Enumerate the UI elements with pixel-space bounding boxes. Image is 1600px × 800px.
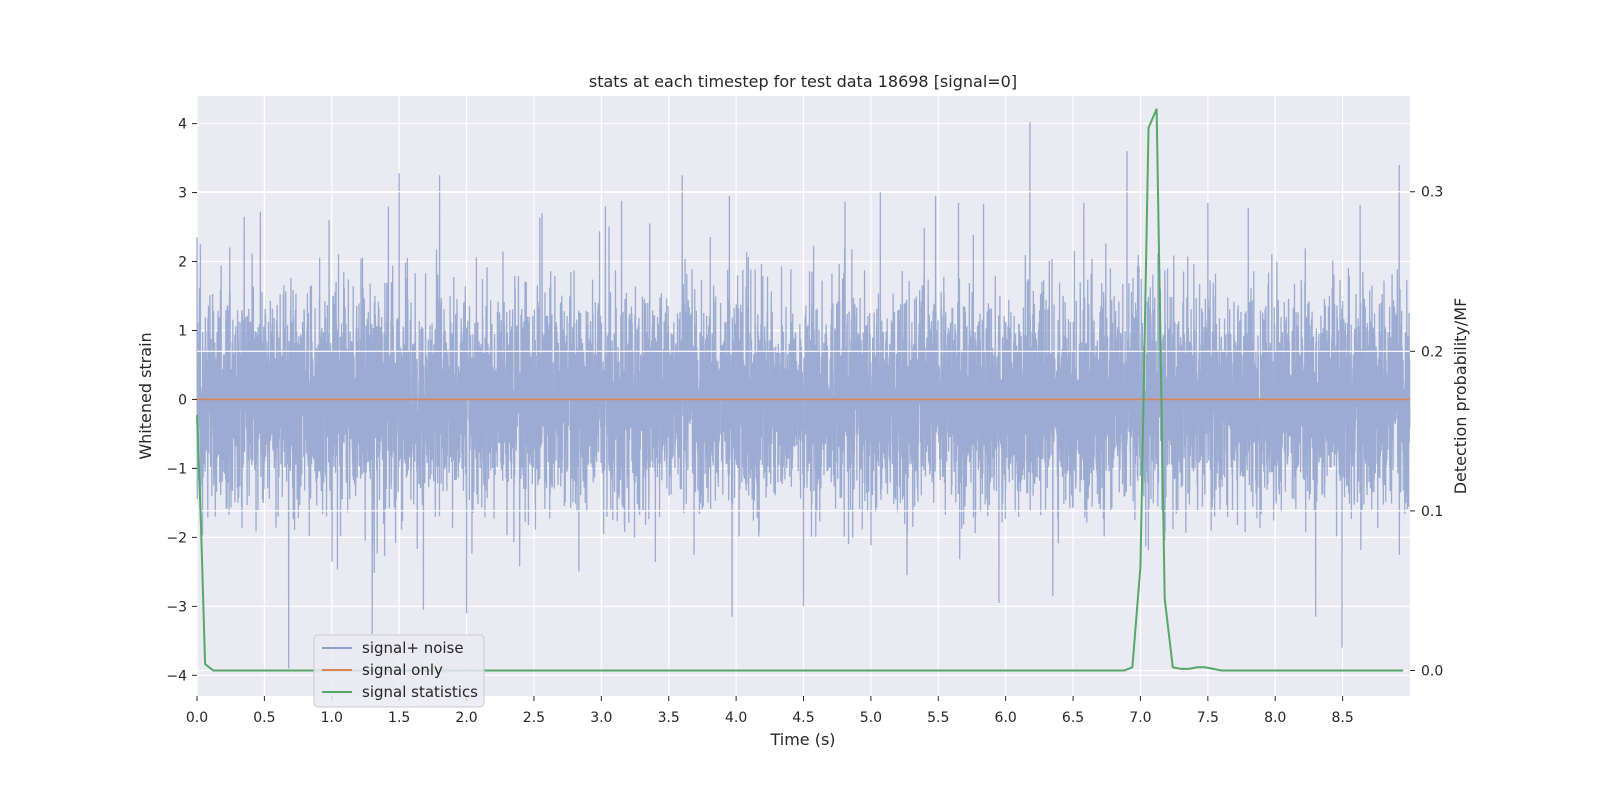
- y2-axis-label: Detection probability/MF: [1451, 298, 1470, 495]
- y-axis: 4 3 2 1 0 −1 −2 −3 −4: [166, 117, 197, 684]
- x-tick-label: 8.0: [1264, 710, 1286, 726]
- x-tick-label: 5.0: [860, 710, 882, 726]
- y-tick-label: 1: [178, 323, 187, 339]
- legend-entry: signal only: [362, 661, 443, 679]
- series-line-signal-noise: [196, 122, 1411, 669]
- legend-entry: signal+ noise: [362, 639, 464, 657]
- y2-tick-label: 0.1: [1421, 504, 1443, 520]
- y2-tick-label: 0.2: [1421, 344, 1443, 360]
- y2-tick-label: 0.0: [1421, 663, 1443, 679]
- y-tick-label: −3: [166, 599, 187, 615]
- x-tick-label: 1.0: [321, 710, 343, 726]
- x-tick-label: 1.5: [388, 710, 410, 726]
- y-tick-label: −1: [166, 461, 187, 477]
- x-tick-label: 5.5: [927, 710, 949, 726]
- y-tick-label: 2: [178, 255, 187, 271]
- legend: signal+ noise signal only signal statistic…: [313, 634, 485, 708]
- y-axis-label: Whitened strain: [136, 332, 155, 459]
- legend-box: [313, 634, 485, 708]
- x-tick-label: 2.0: [455, 710, 477, 726]
- x-axis: 0.0 0.5 1.0 1.5 2.0 2.5 3.0 3.5 4.0 4.5 5.0 5.5 6.0 6…: [186, 696, 1354, 726]
- x-tick-label: 6.0: [995, 710, 1017, 726]
- x-tick-label: 2.5: [523, 710, 545, 726]
- x-tick-label: 4.5: [792, 710, 814, 726]
- y-tick-label: 4: [178, 117, 187, 133]
- y2-axis: 0.3 0.2 0.1 0.0: [1410, 185, 1443, 679]
- y2-tick-label: 0.3: [1421, 185, 1443, 201]
- y-tick-label: 3: [178, 186, 187, 202]
- x-tick-label: 0.5: [253, 710, 275, 726]
- x-tick-label: 4.0: [725, 710, 747, 726]
- x-tick-label: 6.5: [1062, 710, 1084, 726]
- data-layer: [196, 108, 1411, 672]
- x-tick-label: 3.0: [590, 710, 612, 726]
- x-axis-label: Time (s): [769, 730, 835, 749]
- x-tick-label: 7.5: [1197, 710, 1219, 726]
- legend-entry: signal statistics: [362, 683, 478, 701]
- x-tick-label: 0.0: [186, 710, 208, 726]
- y-tick-label: −4: [166, 668, 187, 684]
- x-tick-label: 8.5: [1331, 710, 1353, 726]
- x-tick-label: 7.0: [1129, 710, 1151, 726]
- x-tick-label: 3.5: [658, 710, 680, 726]
- y-tick-label: 0: [178, 392, 187, 408]
- chart-title: stats at each timestep for test data 186…: [589, 72, 1017, 91]
- y-tick-label: −2: [166, 530, 187, 546]
